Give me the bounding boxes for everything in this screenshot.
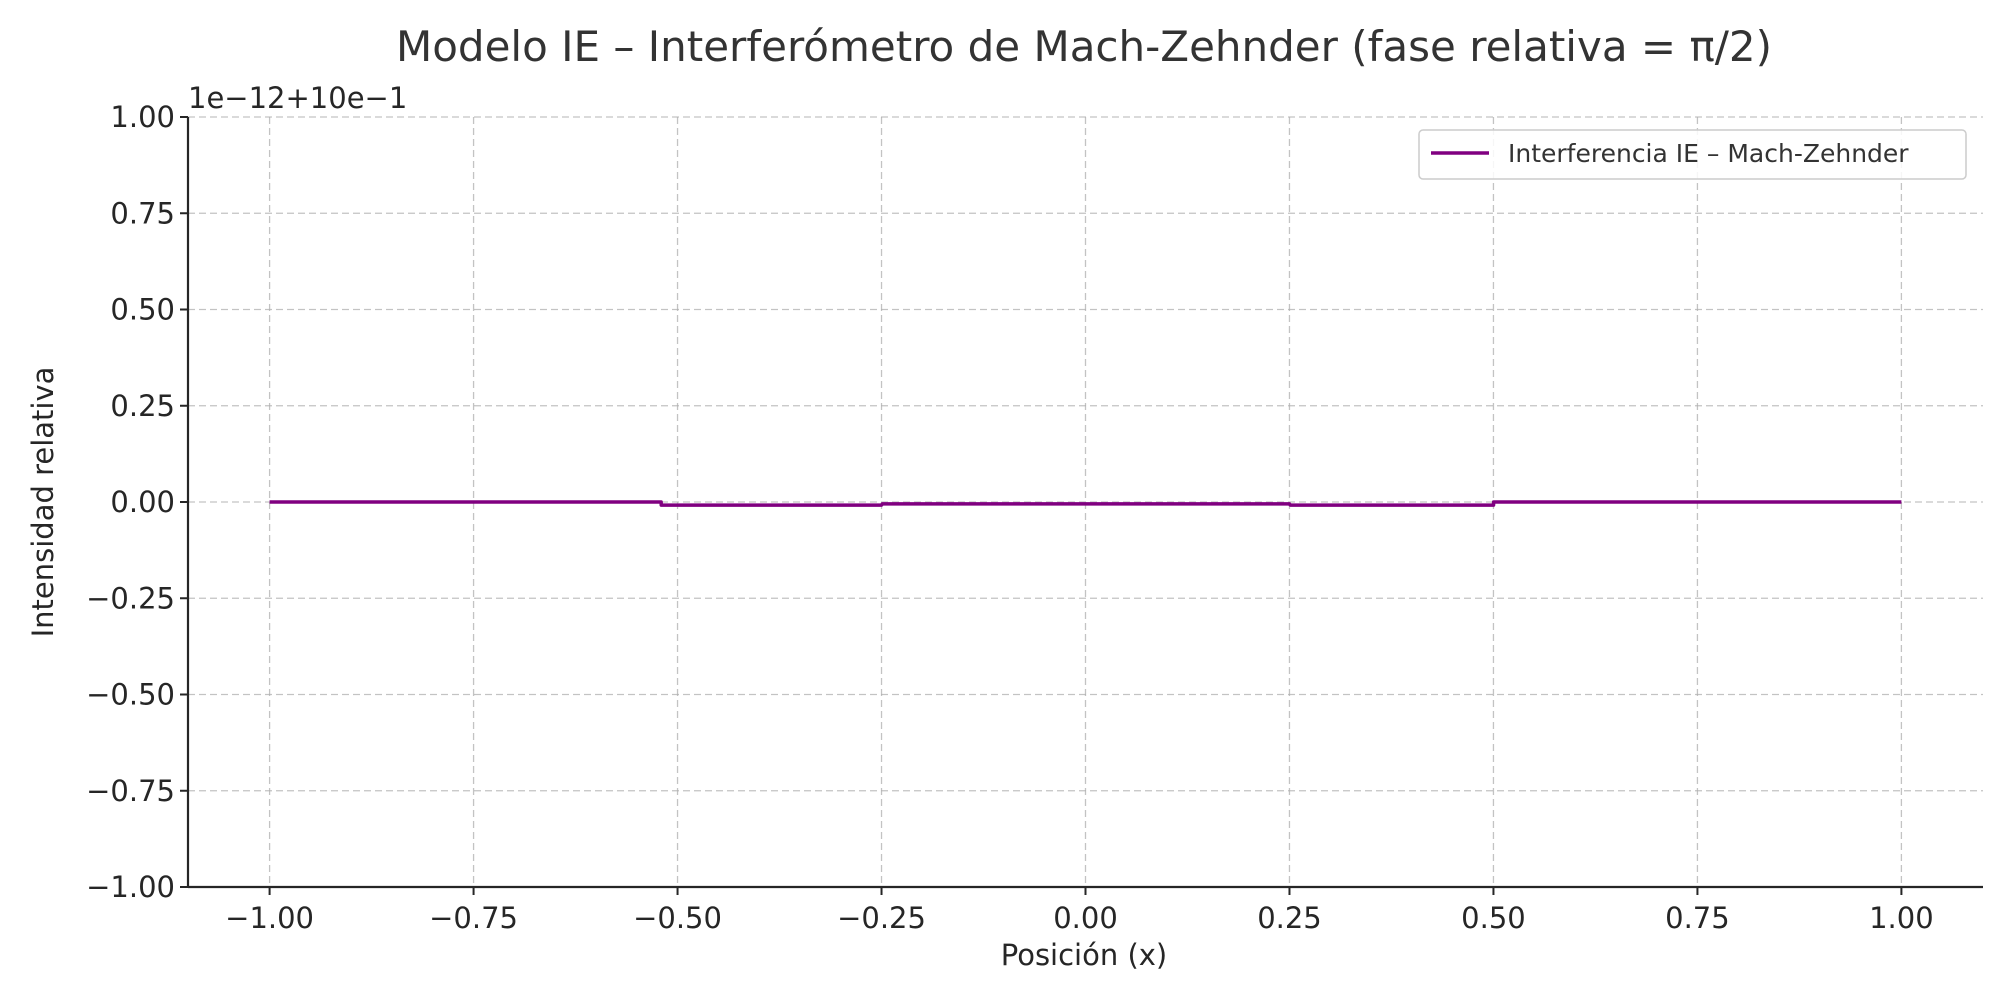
legend-box — [1418, 129, 1967, 180]
y-tick-label: −0.75 — [86, 774, 175, 808]
series-layer — [269, 500, 1902, 507]
x-tick-label: 0.50 — [1461, 901, 1526, 935]
x-tick-label: 0.75 — [1665, 901, 1730, 935]
x-tick-label: −0.75 — [429, 901, 518, 935]
y-tick-label: 1.00 — [110, 100, 175, 134]
x-axis-ticks: −1.00 −0.75 −0.50 −0.25 0.00 0.25 0.50 0.75 1.00 — [225, 887, 1934, 935]
series-line — [269, 500, 1902, 507]
y-tick-label: 0.25 — [110, 389, 175, 423]
x-tick-label: −0.50 — [633, 901, 722, 935]
y-tick-label: 0.50 — [110, 293, 175, 327]
x-tick-label: 0.00 — [1053, 901, 1118, 935]
y-tick-label: 0.00 — [110, 485, 175, 519]
chart-title: Modelo IE – Interferómetro de Mach-Zehnd… — [396, 22, 1772, 71]
y-tick-label: −0.25 — [86, 581, 175, 615]
legend: Interferencia IE – Mach-Zehnder — [1418, 129, 1967, 180]
y-tick-label: −1.00 — [86, 870, 175, 904]
x-tick-label: −1.00 — [225, 901, 314, 935]
y-tick-label: 0.75 — [110, 196, 175, 230]
x-axis-label: Posición (x) — [1001, 938, 1168, 972]
y-axis-label: Intensidad relativa — [26, 367, 60, 638]
x-tick-label: −0.25 — [837, 901, 926, 935]
y-axis-ticks: 1.00 0.75 0.50 0.25 0.00 −0.25 −0.50 −0.75 −1.00 — [86, 100, 188, 904]
x-tick-label: 0.25 — [1257, 901, 1322, 935]
y-axis-offset-label: 1e−12+10e−1 — [188, 81, 407, 115]
legend-label: Interferencia IE – Mach-Zehnder — [1508, 139, 1909, 168]
x-tick-label: 1.00 — [1869, 901, 1934, 935]
y-tick-label: −0.50 — [86, 678, 175, 712]
